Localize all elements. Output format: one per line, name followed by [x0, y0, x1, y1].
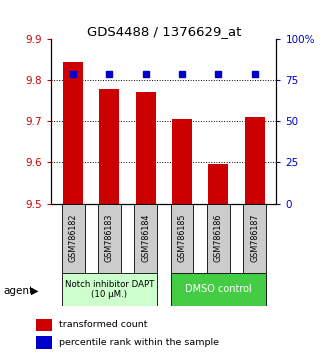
Text: Notch inhibitor DAPT
(10 μM.): Notch inhibitor DAPT (10 μM.)	[65, 280, 154, 299]
Bar	[170, 273, 266, 306]
Bar	[36, 337, 52, 349]
Text: agent: agent	[3, 286, 33, 296]
Text: GSM786182: GSM786182	[69, 214, 77, 262]
Text: GSM786186: GSM786186	[214, 214, 223, 262]
Bar	[62, 273, 157, 306]
Text: ▶: ▶	[31, 286, 38, 296]
Title: GDS4488 / 1376629_at: GDS4488 / 1376629_at	[87, 25, 241, 38]
Text: transformed count: transformed count	[59, 320, 148, 329]
Text: DMSO control: DMSO control	[185, 284, 252, 295]
Bar	[245, 117, 264, 204]
Bar	[63, 62, 83, 204]
Bar	[208, 164, 228, 204]
Bar	[62, 204, 84, 273]
Bar	[172, 119, 192, 204]
Text: GSM786184: GSM786184	[141, 214, 150, 262]
Text: percentile rank within the sample: percentile rank within the sample	[59, 338, 219, 347]
Bar	[99, 89, 119, 204]
Text: GSM786185: GSM786185	[177, 214, 186, 262]
Bar	[207, 204, 230, 273]
Bar	[134, 204, 157, 273]
Bar	[243, 204, 266, 273]
Bar	[98, 204, 121, 273]
Text: GSM786183: GSM786183	[105, 214, 114, 262]
Text: GSM786187: GSM786187	[250, 214, 259, 262]
Bar	[136, 92, 156, 204]
Bar	[170, 204, 193, 273]
Bar	[36, 319, 52, 331]
